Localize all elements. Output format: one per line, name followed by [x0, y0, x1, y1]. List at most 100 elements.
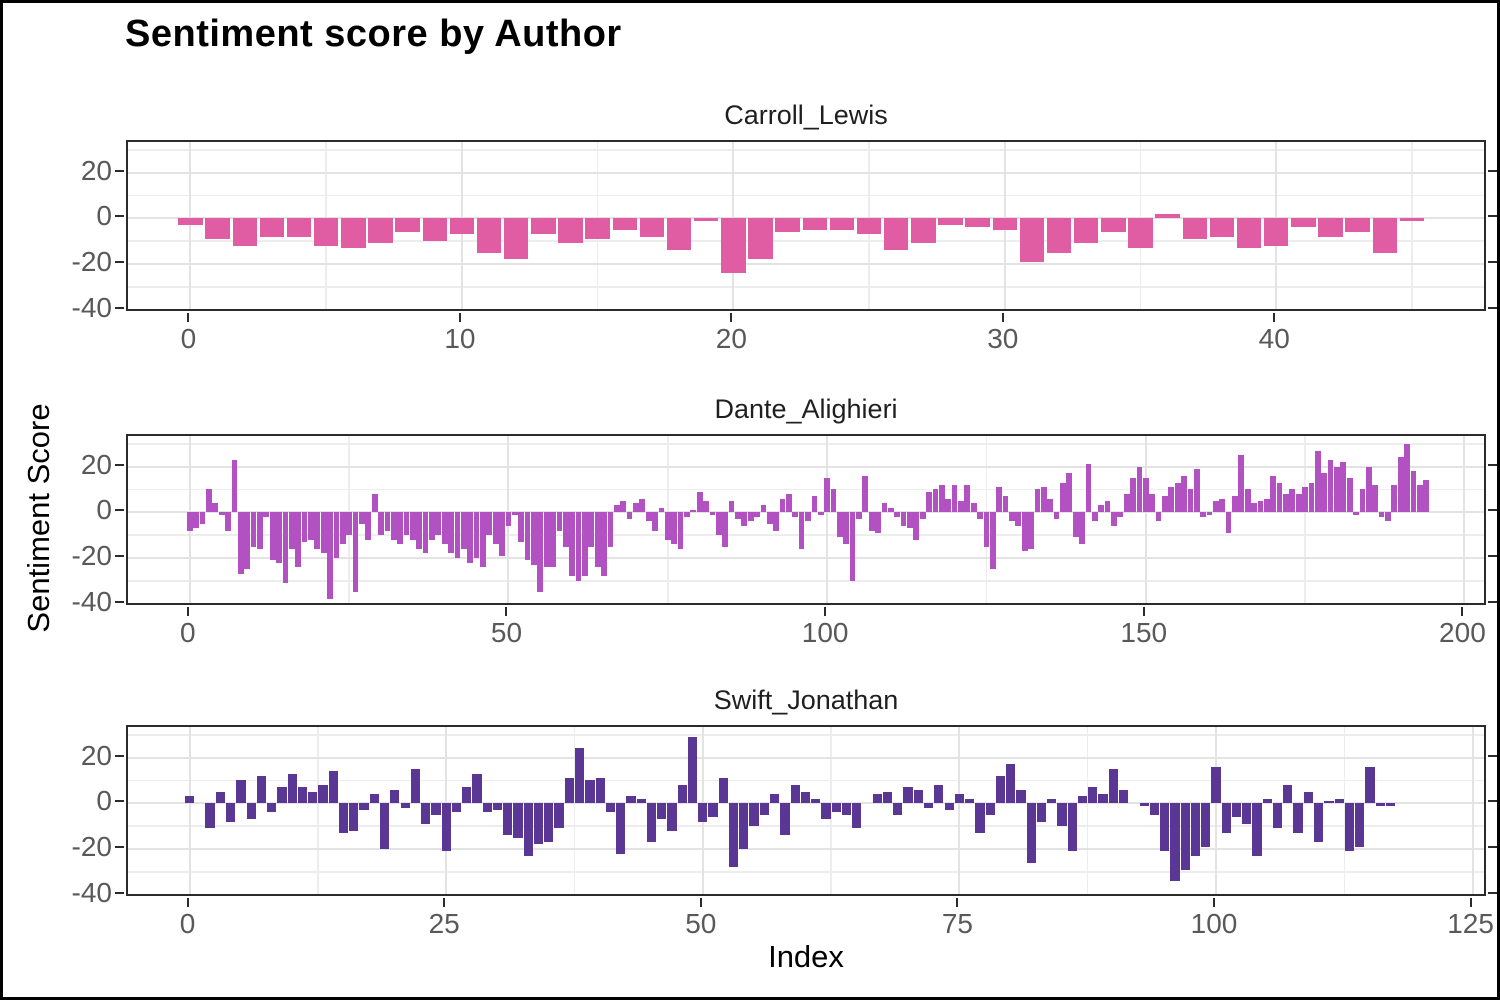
bar — [1180, 803, 1190, 870]
y-tick-label: -40 — [71, 291, 112, 323]
bar — [1160, 803, 1170, 852]
gridline-y — [128, 602, 1484, 603]
gridline-y — [128, 149, 1484, 151]
bar — [368, 218, 393, 244]
bar — [817, 512, 824, 515]
bar — [1272, 803, 1283, 829]
bar — [585, 218, 610, 239]
bar — [314, 512, 321, 549]
bar — [639, 218, 665, 237]
bar — [256, 775, 267, 804]
bar — [531, 512, 537, 565]
gridline-x — [188, 727, 191, 894]
bar — [1139, 803, 1149, 806]
bar — [518, 512, 525, 543]
bar — [1318, 218, 1343, 237]
bar — [884, 218, 909, 251]
bar — [341, 218, 366, 249]
gridline-y — [128, 443, 1484, 445]
bar — [996, 487, 1003, 513]
bar — [1372, 218, 1398, 253]
bar — [218, 512, 225, 515]
bar — [605, 803, 616, 813]
bar — [887, 507, 894, 513]
bar — [1353, 512, 1359, 515]
bar — [975, 803, 985, 834]
bar — [237, 512, 244, 575]
bar — [612, 218, 637, 230]
bar — [690, 510, 697, 513]
bar — [759, 803, 769, 815]
bar — [1238, 455, 1245, 513]
bar — [843, 512, 850, 545]
bar — [792, 512, 799, 517]
bar — [454, 512, 461, 559]
bar — [1162, 496, 1168, 513]
tick-mark — [115, 509, 124, 512]
bar — [556, 512, 563, 531]
bar — [802, 218, 827, 230]
bar — [951, 484, 958, 513]
bar — [1201, 803, 1211, 847]
bar — [1047, 498, 1054, 513]
bar — [977, 512, 983, 520]
bar — [365, 512, 372, 540]
bar — [718, 778, 728, 804]
bar — [505, 512, 512, 527]
bar — [486, 512, 493, 536]
bar — [435, 512, 442, 536]
tick-mark — [730, 313, 733, 322]
bar — [646, 803, 657, 843]
bar — [259, 218, 285, 237]
bar — [607, 512, 614, 547]
bar — [492, 512, 499, 545]
bar — [696, 491, 703, 513]
tick-mark — [505, 607, 508, 616]
bar — [1385, 512, 1391, 522]
x-tick-label: 200 — [1439, 617, 1486, 648]
bar — [184, 796, 195, 804]
bar — [1193, 468, 1200, 513]
bar — [722, 512, 729, 547]
y-tick-label: -20 — [71, 540, 112, 572]
bar — [620, 500, 627, 513]
bar — [441, 512, 448, 545]
bar — [441, 803, 451, 852]
bar — [1327, 459, 1334, 513]
x-tick-label: 25 — [428, 908, 460, 939]
bar — [421, 803, 431, 824]
bar — [1211, 766, 1221, 804]
tick-mark — [1488, 600, 1497, 603]
chart-title: Sentiment score by Author — [125, 13, 622, 55]
bar — [645, 512, 652, 522]
bar — [397, 512, 403, 545]
bar — [537, 512, 544, 593]
bar — [652, 512, 658, 531]
gridline-x — [1463, 436, 1466, 603]
bar — [613, 505, 620, 513]
bar — [1334, 798, 1344, 804]
bar — [1136, 466, 1143, 513]
bar — [1072, 512, 1079, 538]
bar — [945, 498, 952, 513]
bar — [1181, 475, 1187, 513]
tick-mark — [1488, 169, 1497, 172]
bar — [1047, 798, 1057, 804]
gridline-x — [1411, 142, 1413, 309]
bar — [288, 512, 295, 549]
bar — [482, 803, 492, 813]
gridline-y — [128, 580, 1484, 582]
gridline-x — [826, 436, 829, 603]
y-tick-label: -20 — [71, 831, 112, 863]
bar — [550, 512, 556, 568]
bar — [1345, 218, 1370, 233]
bar — [923, 803, 934, 808]
bar — [1009, 512, 1015, 522]
bar — [1334, 466, 1340, 513]
bar — [856, 218, 882, 235]
bar — [286, 218, 312, 237]
bar — [708, 803, 718, 818]
bar — [205, 803, 215, 829]
bar — [1088, 787, 1098, 804]
bar — [1206, 512, 1213, 515]
